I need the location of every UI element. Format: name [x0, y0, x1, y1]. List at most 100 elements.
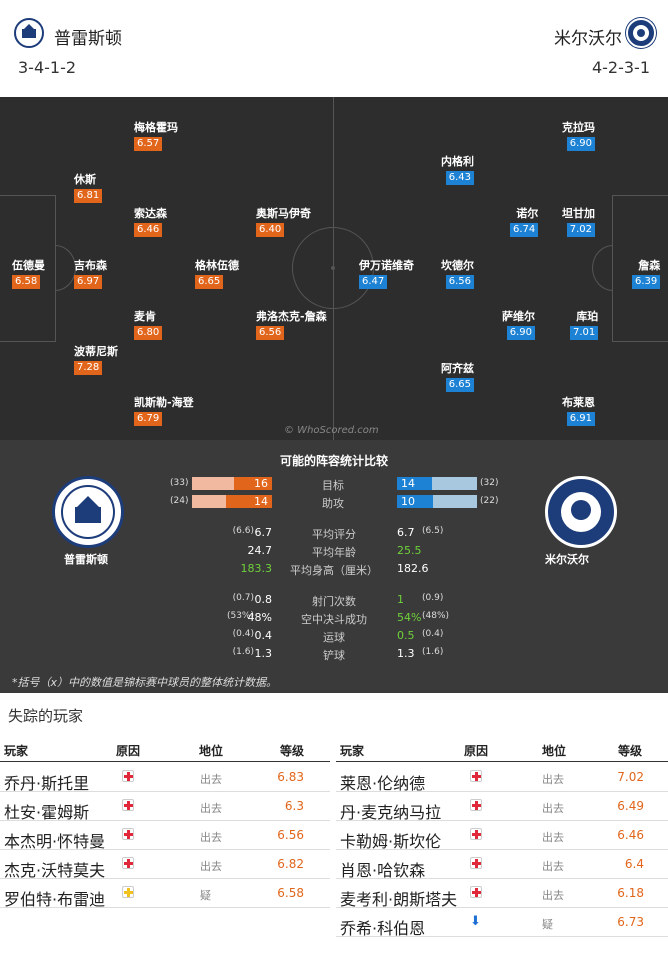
away-team-name[interactable]: 米尔沃尔	[554, 29, 622, 49]
home-player[interactable]: 麦肯 6.80	[134, 308, 163, 340]
missing-player-name[interactable]: 本杰明·怀特曼	[4, 832, 106, 851]
away-missing-header: 玩家 原因 地位 等级	[336, 737, 668, 762]
stat-away-value: 1	[397, 593, 404, 606]
arrow-down-icon: ⬇	[470, 914, 481, 929]
missing-rating: 6.4	[624, 857, 644, 871]
home-missing-row[interactable]: 杜安·霍姆斯 出去 6.3	[0, 792, 330, 822]
assists-away-bar: 10	[397, 495, 477, 508]
stat-home-value: 0.4	[254, 629, 273, 642]
home-player[interactable]: 伍德曼 6.58	[12, 259, 45, 289]
home-missing-header: 玩家 原因 地位 等级	[0, 737, 330, 762]
stat-label: 铲球	[323, 649, 345, 662]
home-player[interactable]: 吉布森 6.97	[74, 259, 107, 289]
away-player[interactable]: 库珀 7.01	[570, 308, 599, 340]
away-player[interactable]: 阿齐兹 6.65	[441, 362, 474, 392]
away-big-crest-icon	[545, 476, 617, 548]
missing-rating: 6.3	[284, 799, 304, 813]
home-comparison-name: 普雷斯顿	[64, 553, 108, 566]
missing-player-name[interactable]: 罗伯特·布雷迪	[4, 890, 106, 909]
missing-player-name[interactable]: 莱恩·伦纳德	[340, 774, 426, 793]
stat-away-value: 0.5	[397, 629, 415, 642]
stat-home-small: (0.4)	[232, 629, 254, 639]
home-player[interactable]: 梅格霍玛 6.57	[134, 121, 178, 151]
away-missing-row[interactable]: 莱恩·伦纳德 出去 7.02	[336, 763, 668, 793]
away-player[interactable]: 伊万诺维奇 6.47	[359, 259, 414, 289]
missing-player-name[interactable]: 乔丹·斯托里	[4, 774, 90, 793]
home-crest-icon	[14, 18, 44, 48]
home-player[interactable]: 格林伍德 6.65	[195, 259, 239, 289]
stat-label: 运球	[323, 631, 345, 644]
stat-away-value: 6.7	[397, 526, 415, 539]
stat-label: 空中决斗成功	[301, 613, 367, 626]
stat-label: 平均身高（厘米）	[290, 564, 378, 577]
home-player[interactable]: 奥斯马伊奇 6.40	[256, 207, 311, 237]
home-missing-row[interactable]: 罗伯特·布雷迪 疑 6.58	[0, 879, 330, 909]
goals-home-bar: 16	[192, 477, 272, 490]
missing-player-name[interactable]: 杜安·霍姆斯	[4, 803, 90, 822]
stat-home-value: 183.3	[240, 562, 273, 575]
home-missing-row[interactable]: 乔丹·斯托里 出去 6.83	[0, 763, 330, 793]
pitch: 伍德曼 6.58 休斯 6.81 吉布森 6.97 波蒂尼斯 7.28 梅格霍玛 6.57…	[0, 97, 668, 440]
goals-home-value: 16	[254, 477, 268, 490]
injury-cross-icon	[470, 770, 482, 782]
missing-player-name[interactable]: 麦考利·朗斯塔夫	[340, 890, 458, 909]
missing-player-name[interactable]: 丹·麦克纳马拉	[340, 803, 442, 822]
goals-label: 目标	[322, 479, 344, 492]
goals-home-total: (33)	[170, 478, 189, 488]
away-player[interactable]: 克拉玛 6.90	[562, 121, 595, 151]
injury-cross-icon	[470, 799, 482, 811]
stat-label: 平均年龄	[312, 546, 356, 559]
injury-cross-icon	[122, 828, 134, 840]
away-player[interactable]: 内格利 6.43	[441, 155, 474, 185]
away-formation: 4-2-3-1	[591, 58, 650, 77]
home-player[interactable]: 波蒂尼斯 7.28	[74, 345, 118, 375]
away-player[interactable]: 詹森 6.39	[632, 257, 661, 289]
home-player[interactable]: 弗洛杰克-詹森 6.56	[256, 310, 327, 340]
missing-player-name[interactable]: 乔希·科伯恩	[340, 919, 426, 938]
home-player[interactable]: 凯斯勒-海登 6.79	[134, 396, 194, 426]
missing-player-name[interactable]: 卡勒姆·斯坎伦	[340, 832, 442, 851]
stat-label: 平均评分	[312, 528, 356, 541]
stat-home-small: (0.7)	[232, 593, 254, 603]
home-missing-row[interactable]: 杰克·沃特莫夫 出去 6.82	[0, 850, 330, 880]
stat-away-value: 54%	[397, 611, 422, 624]
stat-home-value: 24.7	[247, 544, 273, 557]
missing-status: 出去	[542, 831, 564, 844]
away-player[interactable]: 坦甘加 7.02	[562, 207, 595, 237]
missing-status: 疑	[542, 918, 553, 931]
away-player[interactable]: 萨维尔 6.90	[502, 310, 535, 340]
away-missing-row[interactable]: 肖恩·哈钦森 出去 6.4	[336, 850, 668, 880]
missing-players-title: 失踪的玩家	[8, 707, 84, 725]
stat-away-value: 1.3	[397, 647, 415, 660]
home-player[interactable]: 索达森 6.46	[134, 207, 167, 237]
away-missing-row[interactable]: 乔希·科伯恩 ⬇ 疑 6.73	[336, 908, 668, 938]
goals-away-total: (32)	[480, 478, 499, 488]
goals-away-bar: 14	[397, 477, 477, 490]
away-missing-row[interactable]: 卡勒姆·斯坎伦 出去 6.46	[336, 821, 668, 851]
missing-rating: 7.02	[617, 770, 644, 784]
home-team-name[interactable]: 普雷斯顿	[54, 29, 122, 49]
missing-rating: 6.56	[277, 828, 304, 842]
away-missing-row[interactable]: 麦考利·朗斯塔夫 出去 6.18	[336, 879, 668, 909]
injury-cross-icon	[470, 857, 482, 869]
assists-label: 助攻	[322, 497, 344, 510]
home-formation: 3-4-1-2	[18, 58, 77, 77]
missing-player-name[interactable]: 肖恩·哈钦森	[340, 861, 426, 880]
away-player[interactable]: 诺尔 6.74	[510, 205, 539, 237]
away-missing-row[interactable]: 丹·麦克纳马拉 出去 6.49	[336, 792, 668, 822]
away-player[interactable]: 坎德尔 6.56	[441, 259, 474, 289]
footnote: *括号（x）中的数值是锦标赛中球员的整体统计数据。	[12, 676, 278, 689]
home-big-crest-icon	[52, 476, 124, 548]
missing-rating: 6.73	[617, 915, 644, 929]
home-missing-row[interactable]: 本杰明·怀特曼 出去 6.56	[0, 821, 330, 851]
missing-status: 出去	[542, 802, 564, 815]
missing-player-name[interactable]: 杰克·沃特莫夫	[4, 861, 106, 880]
stat-home-value: 0.8	[254, 593, 273, 606]
injury-cross-icon	[122, 770, 134, 782]
missing-status: 出去	[200, 802, 222, 815]
missing-rating: 6.49	[617, 799, 644, 813]
match-header: 普雷斯顿 3-4-1-2 米尔沃尔 4-2-3-1	[0, 0, 668, 97]
away-player[interactable]: 布莱恩 6.91	[562, 396, 595, 426]
home-player[interactable]: 休斯 6.81	[74, 171, 103, 203]
assists-away-total: (22)	[480, 496, 499, 506]
